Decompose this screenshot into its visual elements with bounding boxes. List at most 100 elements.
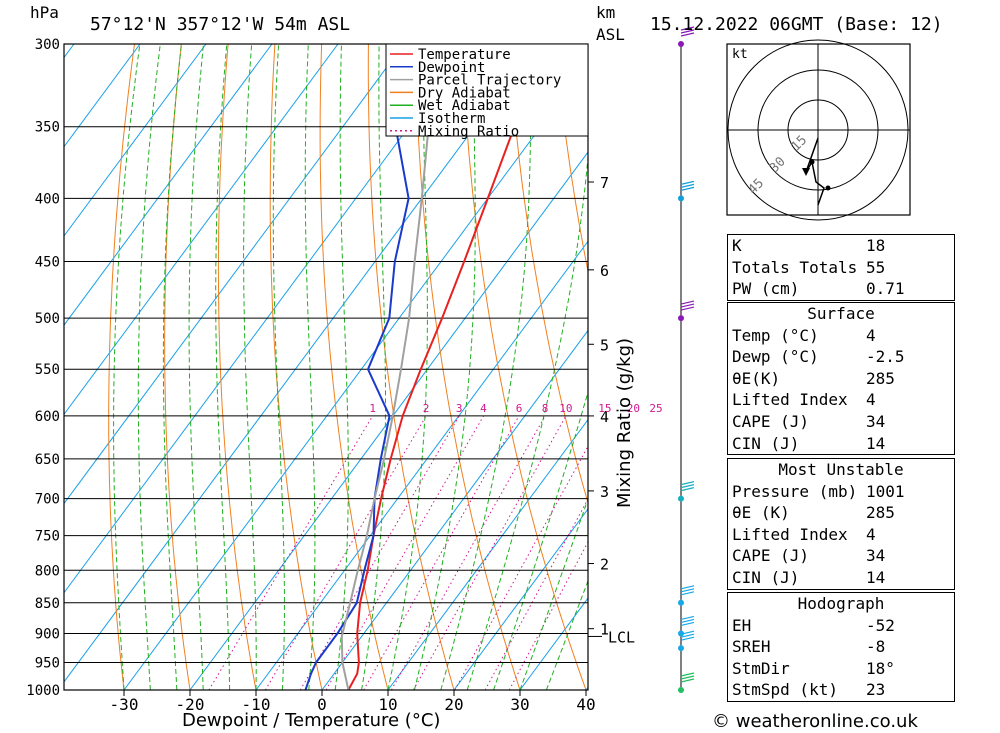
pressure-tick-label: 800 bbox=[35, 563, 60, 579]
dry-adiabat-line bbox=[977, 44, 1000, 690]
surface-table: Surface Temp (°C) 4 Dewp (°C) -2.5 θE(K) 28… bbox=[727, 302, 955, 456]
x-axis-label: Dewpoint / Temperature (°C) bbox=[182, 710, 440, 731]
wind-barb-flag bbox=[680, 633, 695, 638]
mixing-ratio-label: 4 bbox=[480, 402, 487, 415]
dry-adiabat-line bbox=[108, 44, 135, 690]
legend-entry: Temperature bbox=[418, 47, 511, 63]
plot-frame bbox=[63, 43, 589, 691]
mixing-ratio-label: 3 bbox=[456, 402, 463, 415]
indices-table: K 18 Totals Totals 55 PW (cm) 0.71 bbox=[727, 234, 955, 301]
isotherm-line bbox=[64, 44, 273, 326]
x-tick-label: -30 bbox=[110, 695, 139, 714]
pressure-tick-label: 750 bbox=[35, 529, 60, 545]
wind-barb-flag bbox=[680, 29, 695, 34]
pressure-tick-label: 950 bbox=[35, 655, 60, 671]
isotherm-line bbox=[123, 62, 588, 690]
isotherm-line bbox=[64, 44, 207, 237]
x-tick-label: 10 bbox=[378, 695, 397, 714]
km-tick-label: 6 bbox=[600, 262, 609, 280]
x-tick-label: -20 bbox=[176, 695, 205, 714]
mixing-ratio-label: 2 bbox=[423, 402, 430, 415]
mu-lifted-row: Lifted Index 4 bbox=[732, 524, 876, 544]
credit: © weatheronline.co.uk bbox=[712, 711, 918, 732]
mixing-ratio-label: 8 bbox=[542, 402, 549, 415]
pressure-tick-label: 350 bbox=[35, 120, 60, 136]
mixing-ratio-label: 6 bbox=[516, 402, 523, 415]
most-unstable-table: Most Unstable Pressure (mb) 1001 θE (K) 28… bbox=[727, 458, 955, 590]
pressure-tick-label: 700 bbox=[35, 492, 60, 508]
wind-barb-point bbox=[678, 645, 684, 652]
x-tick-label: 30 bbox=[510, 695, 529, 714]
mixing-ratio-label: 15 bbox=[598, 402, 611, 415]
mixing-ratio-line bbox=[390, 415, 546, 690]
wet-adiabat-line bbox=[440, 44, 532, 690]
wind-barb-flag bbox=[680, 186, 695, 191]
km-tick-label: 5 bbox=[600, 336, 609, 354]
wind-barb-flag bbox=[680, 615, 695, 621]
stmspd-row: StmSpd (kt) 23 bbox=[732, 680, 886, 700]
wind-barb-flag bbox=[680, 636, 695, 641]
isotherm-line bbox=[453, 508, 588, 690]
hodograph-storm-marker bbox=[802, 168, 810, 176]
pressure-tick-label: 900 bbox=[35, 626, 60, 642]
pressure-tick-label: 550 bbox=[35, 362, 60, 378]
km-tick-label: 1 bbox=[600, 621, 609, 639]
asl-label: ASL bbox=[596, 25, 625, 44]
dry-adiabat-line bbox=[217, 44, 257, 690]
wind-barb-flag bbox=[680, 585, 695, 590]
wet-adiabat-line bbox=[413, 44, 476, 690]
mixing-ratio-line bbox=[454, 445, 588, 690]
wind-barb-point bbox=[678, 599, 684, 606]
dry-adiabat-line bbox=[319, 44, 389, 690]
wind-barb-flag bbox=[680, 675, 695, 680]
surface-lifted-row: Lifted Index 4 bbox=[732, 390, 876, 410]
km-label: km bbox=[596, 3, 615, 22]
wind-barb-flag bbox=[680, 300, 695, 305]
wet-adiabat-line bbox=[243, 44, 257, 690]
surface-dewp-row: Dewp (°C) -2.5 bbox=[732, 347, 905, 367]
k-index-row: K 18 bbox=[732, 236, 886, 255]
wind-barb-flag bbox=[680, 183, 695, 188]
pressure-tick-label: 450 bbox=[35, 255, 60, 271]
surface-title: Surface bbox=[807, 304, 875, 323]
mixing-ratio-label: 1 bbox=[369, 402, 376, 415]
wind-barb-flag bbox=[680, 484, 695, 489]
isotherm-line bbox=[321, 329, 588, 690]
legend-entry: Dry Adiabat bbox=[418, 85, 511, 101]
x-tick-label: 20 bbox=[444, 695, 463, 714]
mixing-ratio-line bbox=[325, 415, 484, 690]
isotherm-line bbox=[189, 151, 588, 690]
mixing-ratio-label: 10 bbox=[559, 402, 572, 415]
wind-barb-flag bbox=[680, 303, 695, 308]
hodograph-table: Hodograph EH -52 SREH -8 StmDir 18° StmSpd … bbox=[727, 592, 955, 702]
legend-entry: Mixing Ratio bbox=[418, 124, 519, 140]
mixing-ratio-line bbox=[299, 415, 460, 690]
surface-cape-row: CAPE (J) 34 bbox=[732, 411, 886, 431]
mu-thetae-row: θE (K) 285 bbox=[732, 503, 895, 523]
pressure-tick-label: 300 bbox=[35, 37, 60, 53]
hodograph-trace bbox=[805, 137, 825, 206]
pressure-tick-label: 1000 bbox=[26, 683, 60, 699]
series-dewpoint bbox=[304, 44, 432, 690]
wind-barb-flag bbox=[680, 588, 695, 593]
isotherm-line bbox=[64, 44, 537, 683]
wind-barb-flag bbox=[680, 621, 695, 627]
isotherm-line bbox=[64, 44, 141, 148]
series-temperature bbox=[347, 44, 557, 690]
wet-adiabat-line bbox=[272, 44, 285, 690]
wind-barb-point bbox=[678, 41, 684, 47]
wind-barb-flag bbox=[680, 481, 695, 486]
wet-adiabat-line bbox=[137, 44, 161, 690]
wind-barb-flag bbox=[680, 618, 695, 624]
stmdir-row: StmDir 18° bbox=[732, 658, 895, 678]
mixing-ratio-line bbox=[412, 415, 567, 690]
km-tick-label: 7 bbox=[600, 174, 609, 192]
series-parcel-trajectory bbox=[340, 44, 438, 690]
dry-adiabat-line bbox=[164, 44, 191, 690]
hodograph-title: Hodograph bbox=[797, 594, 885, 613]
pressure-tick-label: 600 bbox=[35, 409, 60, 425]
wind-barb-flag bbox=[680, 672, 695, 677]
km-tick-label: 4 bbox=[600, 408, 609, 426]
pressure-tick-label: 500 bbox=[35, 311, 60, 327]
